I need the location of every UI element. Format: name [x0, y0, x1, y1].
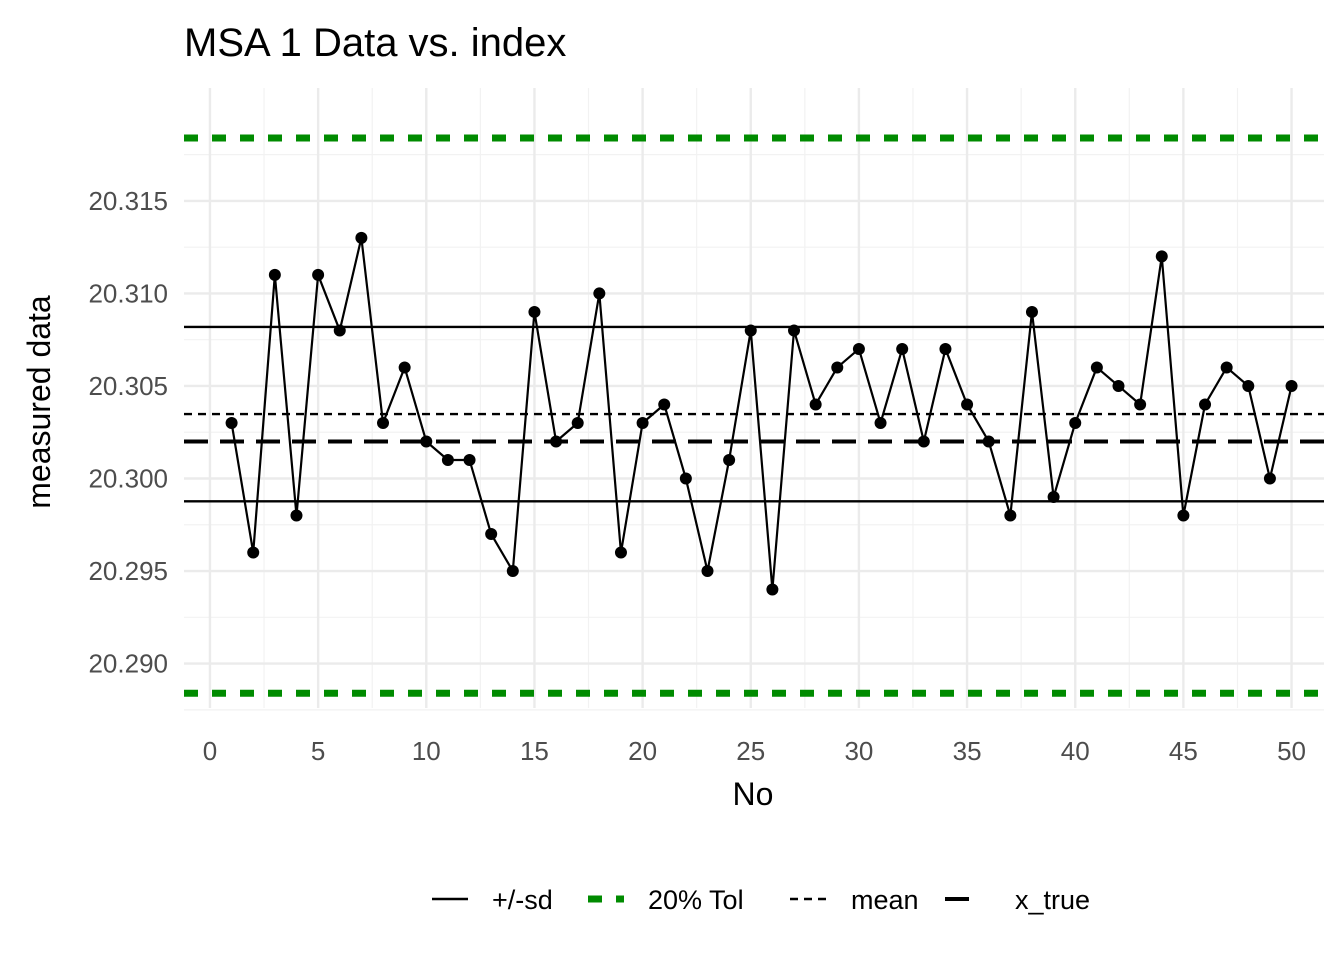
data-point: [1004, 509, 1017, 522]
legend-label: +/-sd: [492, 885, 553, 915]
data-point: [528, 305, 541, 318]
x-tick-label: 15: [520, 736, 549, 766]
data-point: [441, 454, 454, 466]
data-point: [1069, 416, 1082, 429]
data-point: [1242, 379, 1255, 392]
data-point: [636, 416, 649, 429]
data-point: [982, 435, 995, 448]
data-point: [1285, 379, 1298, 392]
x-axis-title: No: [733, 776, 774, 812]
data-point: [506, 565, 519, 578]
data-point: [550, 435, 563, 448]
data-point: [961, 398, 974, 411]
data-point: [290, 509, 303, 522]
x-tick-label: 30: [844, 736, 873, 766]
y-axis-title: measured data: [21, 295, 57, 509]
data-point: [658, 398, 671, 411]
data-point: [333, 324, 346, 337]
data-point: [679, 472, 692, 485]
y-tick-label: 20.300: [88, 464, 168, 494]
data-point: [355, 231, 368, 244]
data-point: [225, 416, 238, 429]
chart-title: MSA 1 Data vs. index: [184, 21, 566, 65]
data-point: [723, 454, 736, 466]
reference-lines: [184, 134, 1324, 697]
y-tick-label: 20.295: [88, 556, 168, 586]
data-point: [744, 324, 757, 337]
data-point: [1112, 379, 1125, 392]
data-point: [312, 268, 325, 281]
data-point: [939, 342, 952, 355]
data-point: [831, 361, 844, 374]
data-point: [766, 583, 779, 596]
data-point: [614, 546, 627, 559]
data-point: [1025, 305, 1038, 318]
data-point: [1090, 361, 1103, 374]
data-point: [1263, 472, 1276, 485]
data-point: [788, 324, 801, 337]
data-point: [463, 454, 476, 466]
y-tick-label: 20.305: [88, 371, 168, 401]
x-tick-label: 40: [1061, 736, 1090, 766]
y-tick-label: 20.290: [88, 649, 168, 679]
legend: +/-sd 20% Tol mean x_true: [432, 885, 1090, 915]
x-tick-label: 0: [203, 736, 217, 766]
data-point: [420, 435, 433, 448]
data-point: [398, 361, 411, 374]
data-point: [247, 546, 260, 559]
data-point: [1177, 509, 1190, 522]
data-point: [593, 287, 606, 300]
data-series: [225, 231, 1298, 596]
data-point: [1155, 250, 1168, 263]
legend-label: 20% Tol: [648, 885, 744, 915]
data-point: [874, 416, 887, 429]
x-tick-label: 45: [1169, 736, 1198, 766]
data-point: [377, 416, 390, 429]
data-point: [1047, 491, 1060, 504]
axis-ticks: 0 5 10 15 20 25 30 35 40 45 50 20.290 20.295 20.300 20…: [88, 186, 1306, 766]
data-point: [917, 435, 930, 448]
data-point: [1134, 398, 1147, 411]
data-point: [268, 268, 281, 281]
grid: [184, 88, 1324, 711]
data-point: [1199, 398, 1212, 411]
legend-label: mean: [851, 885, 919, 915]
x-tick-label: 25: [736, 736, 765, 766]
data-point: [1220, 361, 1233, 374]
legend-label: x_true: [1015, 885, 1090, 915]
data-point: [485, 528, 498, 541]
y-tick-label: 20.315: [88, 186, 168, 216]
y-tick-label: 20.310: [88, 278, 168, 308]
x-tick-label: 20: [628, 736, 657, 766]
data-point: [852, 342, 865, 355]
x-tick-label: 5: [311, 736, 325, 766]
data-point: [809, 398, 822, 411]
x-tick-label: 35: [953, 736, 982, 766]
data-point: [571, 416, 584, 429]
x-tick-label: 10: [412, 736, 441, 766]
data-point: [896, 342, 909, 355]
data-point: [701, 565, 714, 578]
x-tick-label: 50: [1277, 736, 1306, 766]
